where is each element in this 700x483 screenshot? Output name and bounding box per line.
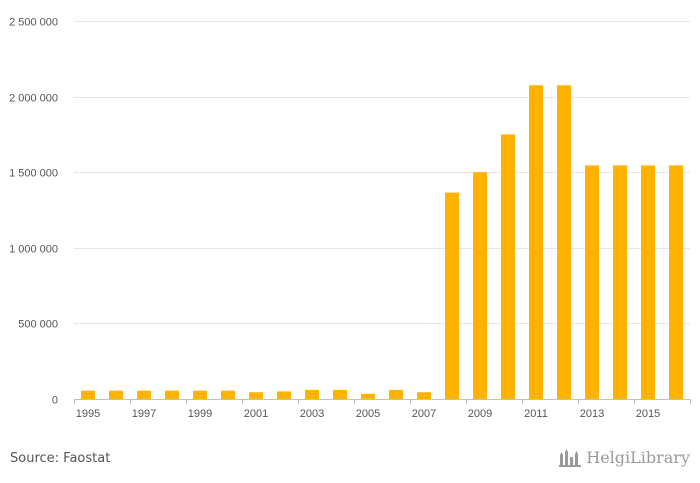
bar-2016[interactable] <box>669 165 683 399</box>
bar-chart: 0 500 000 1 000 000 1 500 000 2 000 000 2 500… <box>9 17 691 420</box>
x-tick-label: 1995 <box>76 408 100 420</box>
bar-2011[interactable] <box>529 85 543 399</box>
bar-2009[interactable] <box>473 172 487 399</box>
helgi-library-logo[interactable]: HelgiLibrary <box>559 448 690 467</box>
x-tick-label: 2015 <box>636 408 660 420</box>
x-tick-label: 2001 <box>244 408 268 420</box>
bar-2012[interactable] <box>557 85 571 399</box>
y-axis-tick-labels: 0 500 000 1 000 000 1 500 000 2 000 000 2 500… <box>9 17 58 407</box>
bar-2003[interactable] <box>305 389 319 399</box>
y-tick-label: 0 <box>52 395 58 407</box>
x-tick-label: 2013 <box>580 408 604 420</box>
bar-2015[interactable] <box>641 165 655 399</box>
x-axis <box>74 399 691 404</box>
bar-2006[interactable] <box>389 389 403 399</box>
bar-series <box>81 85 683 399</box>
x-tick-label: 2009 <box>468 408 492 420</box>
y-tick-label: 2 000 000 <box>9 93 58 105</box>
bar-2014[interactable] <box>613 165 627 399</box>
x-tick-label: 2011 <box>524 408 548 420</box>
bar-1995[interactable] <box>81 390 95 399</box>
bar-1997[interactable] <box>137 390 151 399</box>
bar-2005[interactable] <box>361 393 375 399</box>
source-note: Source: Faostat <box>10 451 111 466</box>
y-tick-label: 2 500 000 <box>9 17 58 29</box>
x-tick-label: 1997 <box>132 408 156 420</box>
y-tick-label: 1 500 000 <box>9 168 58 180</box>
y-tick-label: 500 000 <box>18 319 58 331</box>
bar-2004[interactable] <box>333 389 347 399</box>
bar-1999[interactable] <box>193 390 207 399</box>
bar-2013[interactable] <box>585 165 599 399</box>
bar-2007[interactable] <box>417 392 431 399</box>
x-tick-label: 2007 <box>412 408 436 420</box>
x-tick-label: 1999 <box>188 408 212 420</box>
y-tick-label: 1 000 000 <box>9 244 58 256</box>
x-tick-label: 2005 <box>356 408 380 420</box>
bar-2010[interactable] <box>501 134 515 399</box>
bar-1998[interactable] <box>165 390 179 399</box>
bar-2000[interactable] <box>221 390 235 399</box>
bar-2008[interactable] <box>445 192 459 399</box>
castle-icon <box>559 448 582 467</box>
logo-text: HelgiLibrary <box>586 448 690 467</box>
bar-2001[interactable] <box>249 392 263 399</box>
bar-2002[interactable] <box>277 391 291 399</box>
x-axis-tick-labels: 1995 1997 1999 2001 2003 2005 2007 2009 2011 2013… <box>76 408 660 420</box>
chart-area: 0 500 000 1 000 000 1 500 000 2 000 000 2 500… <box>9 17 691 420</box>
x-tick-label: 2003 <box>300 408 324 420</box>
bar-1996[interactable] <box>109 390 123 399</box>
